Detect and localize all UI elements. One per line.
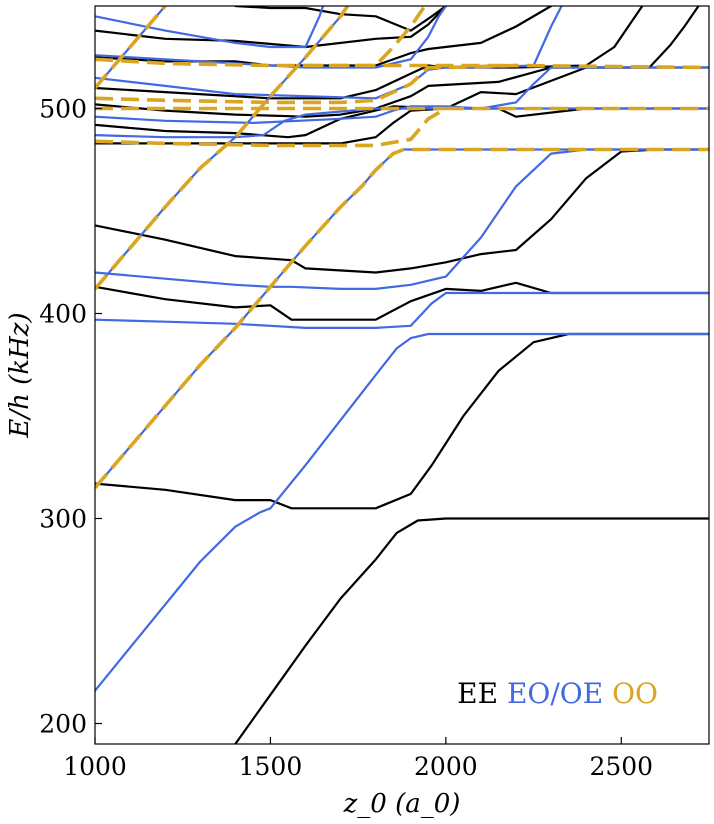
x-tick-label: 2000	[414, 752, 478, 781]
series-line-oo-2	[95, 6, 350, 291]
series-line-eo-7	[95, 6, 563, 100]
y-tick-label: 300	[39, 505, 87, 534]
series-line-oo-4	[95, 106, 709, 148]
series-line-ee-3	[95, 281, 709, 321]
series-line-ee-11	[234, 6, 447, 32]
series-line-oo-1	[95, 147, 709, 489]
series-line-oo-6	[95, 63, 709, 105]
y-tick-label: 400	[39, 300, 87, 329]
series-line-eo-4	[95, 148, 709, 290]
y-axis-label: E/h (kHz)	[5, 312, 35, 438]
series-line-eo-6	[95, 66, 709, 124]
plot-frame	[94, 5, 710, 745]
series-line-eo-8	[95, 6, 447, 69]
series-line-ee-8	[95, 6, 644, 100]
series-line-eo-3	[95, 291, 709, 329]
series-line-eo-9	[95, 6, 325, 49]
y-tick-label: 500	[39, 95, 87, 124]
series-line-ee-1	[234, 517, 709, 744]
legend-entry: EE	[457, 677, 498, 710]
legend: EE EO/OE OO	[457, 677, 658, 710]
series-line-eo-2	[269, 332, 709, 510]
legend-entry: OO	[603, 677, 658, 710]
series-line-ee-4	[95, 148, 709, 274]
x-tick-label: 1000	[63, 752, 127, 781]
x-tick-label: 2500	[589, 752, 653, 781]
series-line-eo-diag-1	[95, 148, 709, 489]
y-tick-label: 200	[39, 710, 87, 739]
x-tick-label: 1500	[239, 752, 303, 781]
series-line-oo-3	[95, 6, 167, 90]
series-line-eo-1	[95, 507, 272, 692]
legend-entry: EO/OE	[498, 677, 603, 710]
series-line-ee-7	[95, 6, 700, 118]
series-layer	[95, 6, 709, 744]
x-axis-label: z_0 (a_0)	[343, 789, 461, 819]
series-line-ee-2	[95, 332, 709, 510]
series-line-ee-10	[95, 6, 447, 49]
ticks-layer: 1000 1500 2000 2500 200 300 400 500	[39, 95, 653, 782]
